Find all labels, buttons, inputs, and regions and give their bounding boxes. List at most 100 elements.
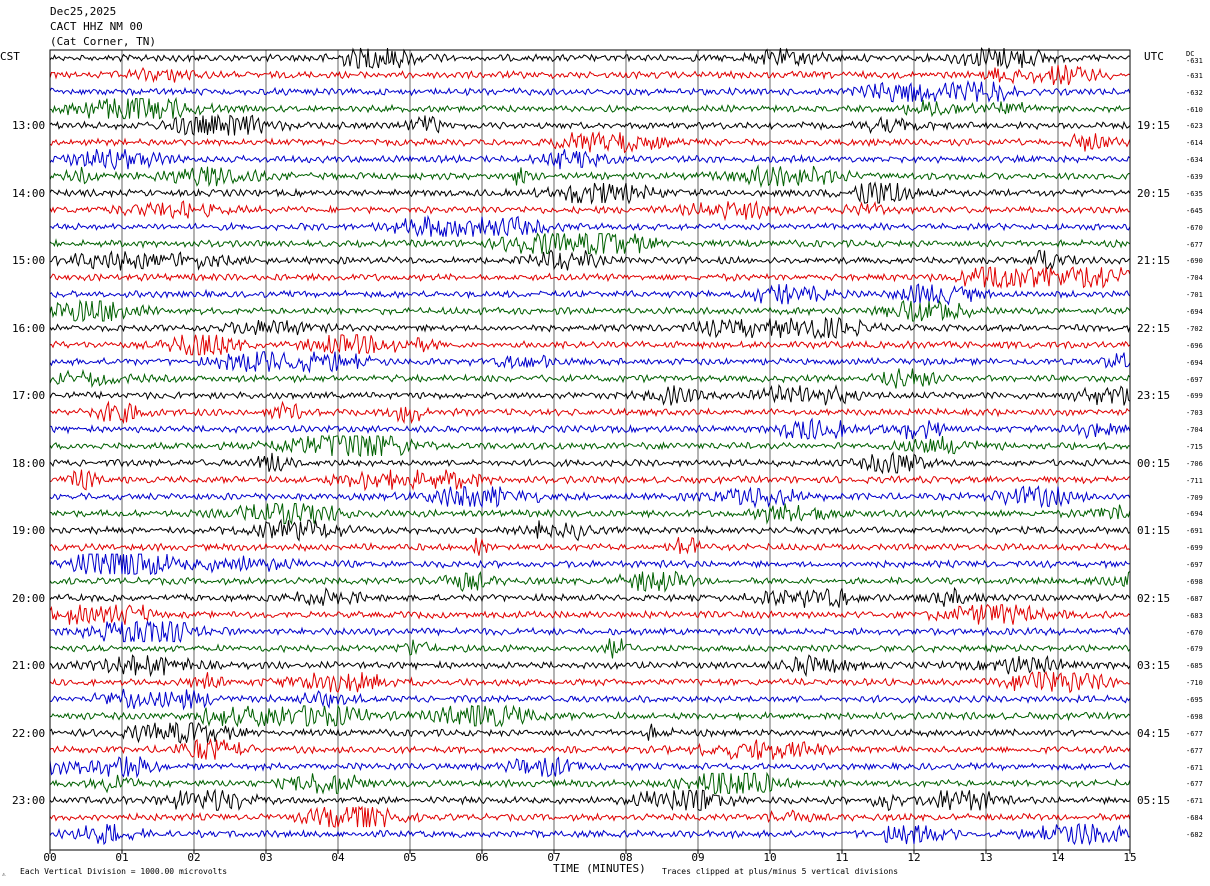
dc-offset-label: -696: [1186, 341, 1203, 350]
utc-hour-label: 04:15: [1137, 726, 1171, 740]
dc-offset-label: -631: [1186, 57, 1203, 65]
utc-hour-label: 21:15: [1137, 254, 1171, 268]
seismic-trace: [49, 503, 1131, 526]
seismic-trace: [49, 164, 1131, 188]
dc-offset-label: -699: [1186, 392, 1203, 401]
seismic-trace: [49, 149, 1131, 171]
dc-offset-label: -702: [1186, 324, 1203, 333]
utc-hour-label: 01:15: [1137, 524, 1171, 538]
seismic-trace: [49, 351, 1131, 374]
seismic-trace: [49, 383, 1131, 406]
dc-offset-label: -711: [1186, 476, 1203, 485]
dc-header-label: DC: [1186, 50, 1195, 58]
seismic-trace: [49, 451, 1131, 475]
dc-offset-label: -685: [1186, 662, 1203, 671]
seismic-trace: [49, 283, 1131, 306]
dc-offset-label: -709: [1186, 493, 1203, 502]
utc-hour-label: 23:15: [1137, 389, 1171, 403]
seismic-trace: [49, 570, 1131, 593]
x-tick-label: 00: [43, 851, 57, 864]
warning-icon: ⚠: [2, 871, 6, 878]
dc-offset-label: -701: [1186, 291, 1203, 300]
x-tick-label: 08: [619, 851, 633, 864]
plot-date: Dec25,2025: [50, 5, 117, 18]
dc-offset-label: -670: [1186, 628, 1203, 637]
utc-hour-label: 03:15: [1137, 659, 1171, 673]
seismic-trace: [49, 619, 1131, 643]
utc-hour-label: 20:15: [1137, 186, 1171, 200]
seismic-trace: [49, 485, 1131, 509]
seismic-trace: [49, 266, 1131, 290]
x-tick-label: 02: [187, 851, 201, 864]
dc-offset-label: -687: [1186, 594, 1203, 603]
utc-hour-label: 22:15: [1137, 321, 1171, 335]
seismic-trace: [49, 737, 1131, 761]
seismic-trace: [49, 771, 1131, 795]
dc-offset-label: -634: [1186, 156, 1203, 165]
seismic-trace: [49, 249, 1131, 271]
dc-offset-label: -635: [1186, 189, 1203, 198]
seismic-trace: [49, 434, 1131, 458]
cst-hour-label: 20:00: [12, 591, 46, 605]
dc-offset-label: -706: [1186, 459, 1203, 468]
dc-offset-label: -704: [1186, 274, 1203, 283]
cst-hour-label: 23:00: [12, 794, 46, 808]
dc-offset-label: -614: [1186, 139, 1203, 148]
dc-offset-label: -694: [1186, 510, 1203, 519]
seismic-trace: [49, 79, 1131, 103]
x-tick-label: 14: [1051, 851, 1065, 864]
seismic-trace: [49, 334, 1131, 356]
cst-hour-label: 18:00: [12, 456, 46, 470]
dc-offset-label: -710: [1186, 679, 1203, 688]
utc-hour-label: 05:15: [1137, 794, 1171, 808]
dc-offset-label: -694: [1186, 358, 1203, 367]
dc-offset-label: -690: [1186, 257, 1203, 266]
x-tick-label: 07: [547, 851, 561, 864]
dc-offset-label: -632: [1186, 88, 1203, 97]
seismic-trace: [49, 603, 1131, 625]
footnote-right: Traces clipped at plus/minus 5 vertical …: [662, 867, 899, 876]
dc-offset-label: -715: [1186, 443, 1203, 451]
x-tick-label: 05: [403, 851, 417, 864]
dc-offset-label: -704: [1186, 426, 1203, 435]
seismic-trace: [49, 756, 1131, 779]
dc-offset-label: -699: [1186, 544, 1203, 553]
seismic-trace: [49, 299, 1131, 323]
station-location: (Cat Corner, TN): [50, 35, 156, 48]
cst-hour-label: 13:00: [12, 119, 46, 133]
left-timezone-label: CST: [0, 50, 20, 63]
dc-offset-label: -639: [1186, 173, 1203, 182]
plot-frame: [49, 49, 1131, 851]
dc-offset-label: -671: [1186, 763, 1203, 772]
x-tick-label: 13: [979, 851, 993, 864]
seismic-trace: [49, 553, 1131, 576]
seismic-traces: [49, 46, 1131, 846]
dc-offset-label: -610: [1186, 105, 1203, 114]
seismic-trace: [49, 805, 1131, 828]
x-tick-label: 12: [907, 851, 921, 864]
cst-hour-label: 14:00: [12, 186, 46, 200]
dc-offset-label: -677: [1186, 240, 1203, 249]
x-tick-label: 06: [475, 851, 489, 864]
dc-offset-label: -698: [1186, 577, 1203, 586]
dc-offset-label: -623: [1186, 122, 1203, 131]
seismic-trace: [49, 316, 1131, 340]
cst-hour-label: 19:00: [12, 524, 46, 538]
cst-hour-label: 15:00: [12, 254, 46, 268]
seismic-trace: [49, 721, 1131, 744]
utc-hour-label: 02:15: [1137, 591, 1171, 605]
seismic-trace: [49, 113, 1131, 136]
right-timezone-label: UTC: [1144, 50, 1164, 63]
dc-offset-label: -695: [1186, 696, 1203, 705]
cst-hour-label: 21:00: [12, 659, 46, 673]
cst-hour-label: 17:00: [12, 389, 46, 403]
x-tick-label: 15: [1123, 851, 1137, 864]
dc-offset-label: -645: [1186, 206, 1203, 215]
seismic-trace: [49, 654, 1131, 678]
seismic-trace: [49, 368, 1131, 389]
seismic-trace: [49, 469, 1131, 492]
dc-offset-label: -679: [1186, 645, 1203, 654]
seismic-trace: [49, 417, 1131, 440]
utc-hour-label: 00:15: [1137, 456, 1171, 470]
seismic-trace: [49, 64, 1131, 86]
